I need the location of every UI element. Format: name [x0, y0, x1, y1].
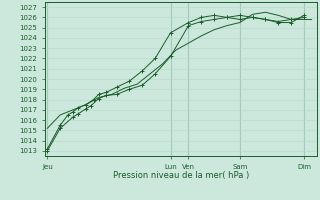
X-axis label: Pression niveau de la mer( hPa ): Pression niveau de la mer( hPa )	[113, 171, 249, 180]
